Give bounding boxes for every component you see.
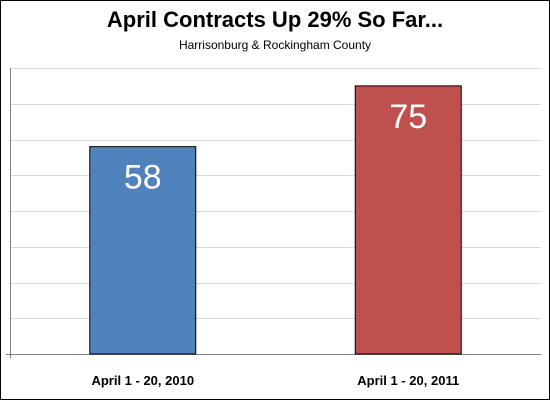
- bar-value-label: 75: [389, 98, 427, 136]
- category-labels: April 1 - 20, 2010 April 1 - 20, 2011: [91, 373, 459, 388]
- bars: [89, 85, 462, 355]
- chart-title: April Contracts Up 29% So Far...: [106, 7, 444, 32]
- category-label: April 1 - 20, 2010: [91, 373, 194, 388]
- category-label: April 1 - 20, 2011: [357, 373, 459, 388]
- bar-value-labels: 58 75: [124, 98, 427, 197]
- chart-subtitle: Harrisonburg & Rockingham County: [178, 38, 372, 52]
- bar: [89, 146, 197, 355]
- bar-value-label: 58: [124, 159, 162, 197]
- bar: [354, 85, 462, 355]
